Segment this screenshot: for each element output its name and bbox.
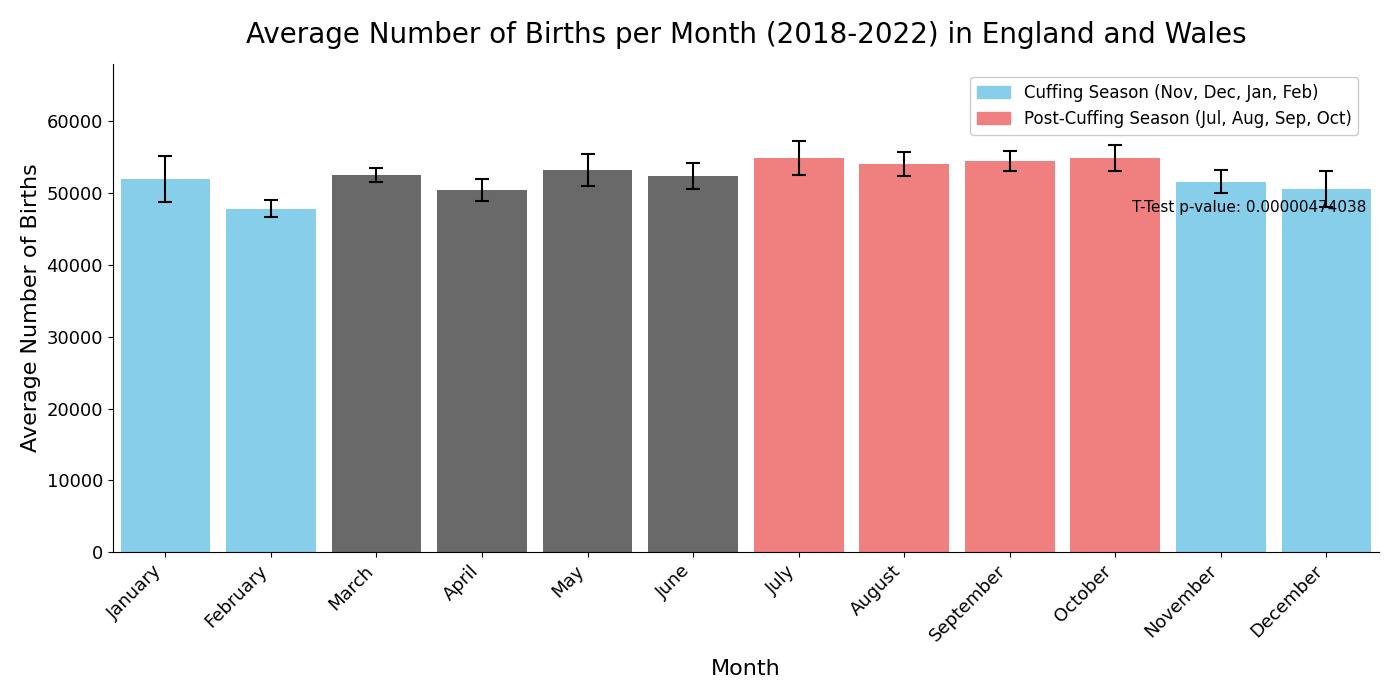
Y-axis label: Average Number of Births: Average Number of Births [21, 164, 41, 452]
Bar [1281, 189, 1371, 552]
Bar [437, 190, 526, 552]
Bar [648, 176, 738, 552]
Bar [965, 162, 1054, 552]
Bar [753, 158, 844, 552]
Title: Average Number of Births per Month (2018-2022) in England and Wales: Average Number of Births per Month (2018… [245, 21, 1246, 49]
Bar [543, 170, 633, 552]
Bar [1176, 181, 1266, 552]
X-axis label: Month: Month [711, 659, 781, 679]
Legend: Cuffing Season (Nov, Dec, Jan, Feb), Post-Cuffing Season (Jul, Aug, Sep, Oct): Cuffing Season (Nov, Dec, Jan, Feb), Pos… [970, 77, 1358, 134]
Bar [225, 209, 316, 552]
Bar [332, 175, 421, 552]
Bar [1071, 158, 1161, 552]
Text: T-Test p-value: 0.00000474038: T-Test p-value: 0.00000474038 [1133, 200, 1366, 216]
Bar [120, 178, 210, 552]
Bar [860, 164, 949, 552]
